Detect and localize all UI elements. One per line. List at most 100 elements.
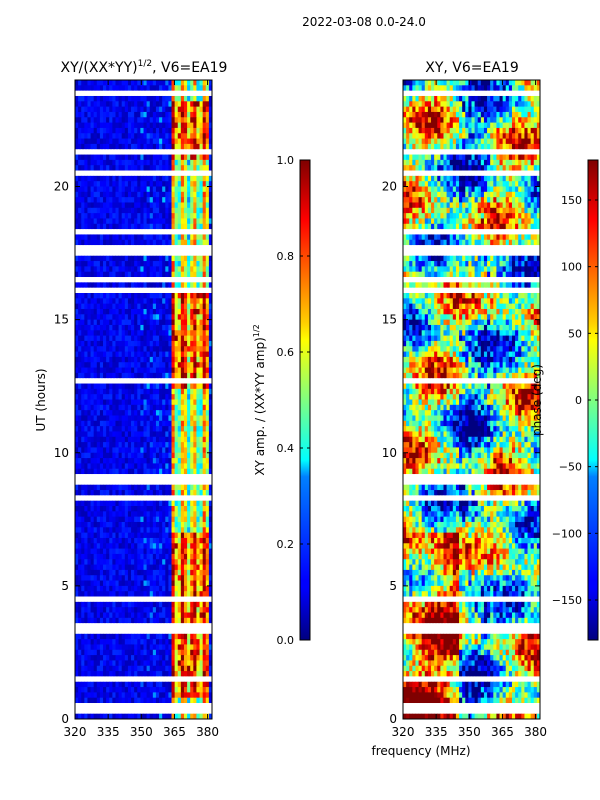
- heatmap-cell: [121, 426, 126, 432]
- heatmap-cell: [171, 484, 176, 491]
- heatmap-cell: [146, 601, 151, 608]
- heatmap-cell: [112, 149, 116, 155]
- heatmap-cell: [143, 436, 148, 443]
- heatmap-cell: [193, 564, 197, 571]
- heatmap-cell: [168, 202, 172, 209]
- heatmap-cell: [109, 383, 113, 390]
- heatmap-cell: [187, 676, 191, 683]
- heatmap-cell: [149, 229, 154, 235]
- heatmap-cell: [99, 138, 104, 145]
- heatmap-cell: [134, 303, 138, 310]
- heatmap-cell: [202, 500, 207, 507]
- heatmap-cell: [115, 516, 119, 523]
- heatmap-cell: [140, 447, 144, 454]
- heatmap-cell: [187, 340, 191, 347]
- heatmap-cell: [90, 95, 95, 102]
- heatmap-cell: [121, 415, 126, 422]
- heatmap-cell: [90, 90, 95, 97]
- heatmap-cell: [155, 490, 160, 496]
- heatmap-cell: [165, 122, 169, 129]
- heatmap-cell: [134, 324, 138, 331]
- heatmap-cell: [112, 532, 116, 539]
- heatmap-cell: [193, 255, 197, 262]
- heatmap-cell: [162, 543, 166, 550]
- heatmap-cell: [134, 90, 138, 97]
- heatmap-cell: [131, 623, 135, 629]
- heatmap-cell: [140, 644, 144, 651]
- heatmap-cell: [165, 506, 169, 512]
- heatmap-cell: [187, 85, 191, 92]
- heatmap-cell: [81, 138, 85, 145]
- heatmap-cell: [196, 463, 200, 470]
- heatmap-cell: [90, 564, 95, 571]
- heatmap-cell: [87, 202, 91, 209]
- heatmap-cell: [159, 426, 163, 432]
- heatmap-cell: [196, 314, 200, 321]
- heatmap-cell: [152, 255, 157, 262]
- heatmap-cell: [168, 639, 172, 645]
- heatmap-cell: [134, 511, 138, 518]
- heatmap-cell: [93, 452, 98, 459]
- heatmap-cell: [131, 181, 135, 187]
- heatmap-cell: [190, 378, 194, 384]
- heatmap-cell: [84, 308, 88, 315]
- heatmap-cell: [78, 154, 82, 161]
- heatmap-cell: [187, 479, 191, 486]
- heatmap-cell: [174, 644, 179, 651]
- heatmap-cell: [162, 90, 166, 97]
- heatmap-cell: [137, 239, 141, 246]
- heatmap-cell: [168, 660, 172, 667]
- heatmap-cell: [183, 383, 188, 390]
- heatmap-cell: [174, 591, 179, 597]
- heatmap-cell: [131, 287, 135, 294]
- heatmap-cell: [177, 138, 182, 145]
- heatmap-cell: [165, 585, 169, 592]
- heatmap-cell: [199, 537, 204, 544]
- heatmap-cell: [103, 202, 107, 209]
- heatmap-cell: [180, 559, 185, 565]
- heatmap-cell: [174, 490, 179, 496]
- heatmap-cell: [152, 591, 157, 597]
- heatmap-cell: [199, 239, 204, 246]
- heatmap-cell: [118, 175, 123, 182]
- heatmap-cell: [183, 234, 188, 241]
- heatmap-cell: [137, 463, 141, 470]
- heatmap-cell: [103, 165, 107, 171]
- heatmap-cell: [187, 117, 191, 124]
- heatmap-cell: [177, 479, 182, 486]
- heatmap-cell: [205, 207, 210, 214]
- heatmap-cell: [93, 521, 98, 528]
- heatmap-cell: [137, 474, 141, 480]
- heatmap-cell: [140, 351, 144, 358]
- heatmap-cell: [96, 207, 101, 214]
- heatmap-cell: [208, 111, 213, 118]
- heatmap-cell: [159, 511, 163, 518]
- heatmap-cell: [193, 431, 197, 438]
- heatmap-cell: [187, 655, 191, 661]
- heatmap-cell: [180, 660, 185, 667]
- heatmap-cell: [208, 596, 213, 603]
- heatmap-cell: [146, 229, 151, 235]
- heatmap-cell: [90, 271, 95, 278]
- heatmap-cell: [121, 127, 126, 134]
- heatmap-cell: [168, 591, 172, 597]
- heatmap-cell: [199, 293, 204, 299]
- heatmap-cell: [143, 681, 148, 688]
- heatmap-cell: [137, 447, 141, 454]
- heatmap-cell: [140, 452, 144, 459]
- heatmap-cell: [196, 468, 200, 475]
- heatmap-cell: [149, 266, 154, 273]
- heatmap-cell: [103, 335, 107, 342]
- heatmap-cell: [87, 319, 91, 326]
- heatmap-cell: [162, 585, 166, 592]
- heatmap-cell: [140, 399, 144, 406]
- heatmap-cell: [84, 495, 88, 502]
- heatmap-cell: [81, 378, 85, 384]
- heatmap-cell: [202, 394, 207, 400]
- heatmap-cell: [190, 623, 194, 629]
- heatmap-cell: [109, 170, 113, 177]
- heatmap-cell: [140, 223, 144, 230]
- heatmap-cell: [106, 223, 110, 230]
- heatmap-cell: [202, 340, 207, 347]
- heatmap-cell: [149, 250, 154, 257]
